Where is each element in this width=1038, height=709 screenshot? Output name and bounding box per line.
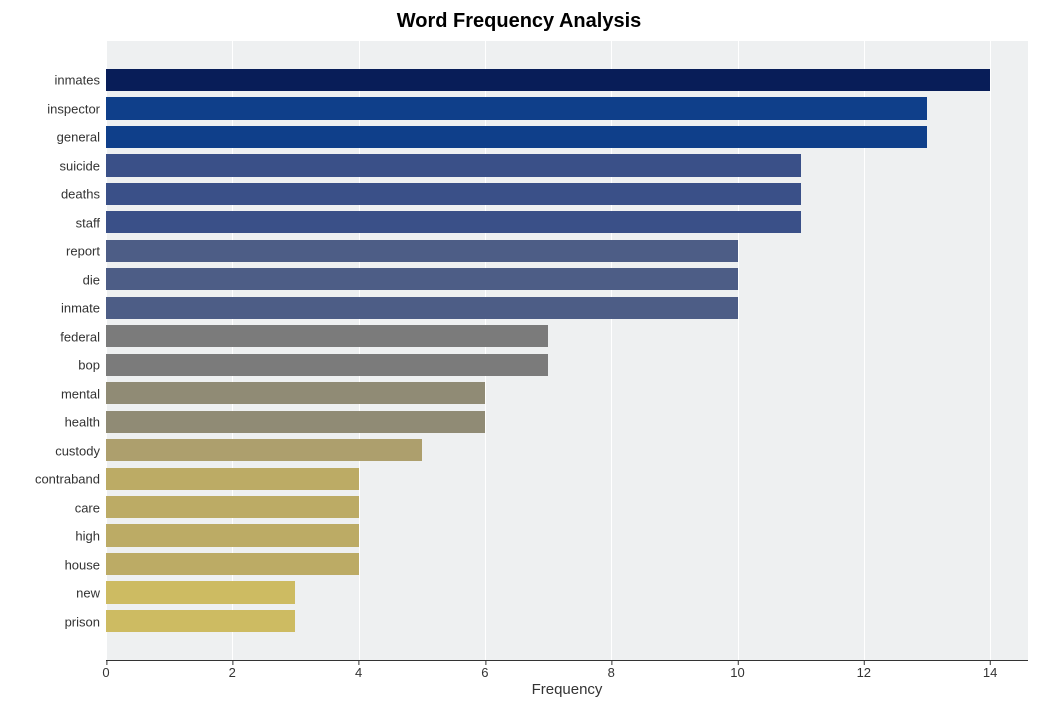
y-tick: contraband <box>10 472 106 487</box>
y-tick: high <box>10 529 106 544</box>
y-tick: house <box>10 557 106 572</box>
bar-row <box>106 524 1028 546</box>
x-tick: 6 <box>481 665 488 680</box>
x-tick: 8 <box>608 665 615 680</box>
bar <box>106 496 359 518</box>
bar <box>106 325 548 347</box>
x-ticks: 02468101214 <box>106 661 1028 681</box>
y-tick: inmates <box>10 73 106 88</box>
bar <box>106 524 359 546</box>
y-tick: prison <box>10 614 106 629</box>
y-tick: die <box>10 272 106 287</box>
bar-row <box>106 411 1028 433</box>
bar <box>106 553 359 575</box>
bar-row <box>106 240 1028 262</box>
y-tick: general <box>10 130 106 145</box>
bars-layer <box>106 41 1028 660</box>
bar-row <box>106 382 1028 404</box>
bar <box>106 154 801 176</box>
bar-row <box>106 553 1028 575</box>
x-axis: 02468101214 Frequency <box>106 661 1028 699</box>
y-tick: suicide <box>10 158 106 173</box>
bar-row <box>106 69 1028 91</box>
bar-row <box>106 354 1028 376</box>
x-tick: 14 <box>983 665 997 680</box>
chart-body: inmates inspector general suicide deaths staf… <box>10 41 1028 699</box>
bar-row <box>106 297 1028 319</box>
y-tick: bop <box>10 358 106 373</box>
x-tick: 10 <box>730 665 744 680</box>
bar-row <box>106 183 1028 205</box>
bar-row <box>106 154 1028 176</box>
y-tick: mental <box>10 386 106 401</box>
bar-row <box>106 268 1028 290</box>
bar-row <box>106 126 1028 148</box>
bar <box>106 610 295 632</box>
bar-row <box>106 325 1028 347</box>
chart-title: Word Frequency Analysis <box>10 10 1028 33</box>
bar <box>106 240 738 262</box>
bar <box>106 439 422 461</box>
bar <box>106 354 548 376</box>
bar <box>106 126 927 148</box>
y-tick: health <box>10 415 106 430</box>
bar-row <box>106 211 1028 233</box>
x-tick: 0 <box>102 665 109 680</box>
bar-row <box>106 496 1028 518</box>
bar <box>106 468 359 490</box>
bar <box>106 97 927 119</box>
bar <box>106 69 990 91</box>
plot-area <box>106 41 1028 661</box>
y-tick: inspector <box>10 101 106 116</box>
bar-row <box>106 581 1028 603</box>
bar <box>106 211 801 233</box>
bar <box>106 297 738 319</box>
y-axis: inmates inspector general suicide deaths staf… <box>10 41 106 661</box>
y-tick: custody <box>10 443 106 458</box>
x-tick: 4 <box>355 665 362 680</box>
x-axis-label: Frequency <box>106 681 1028 698</box>
y-tick: federal <box>10 329 106 344</box>
bar <box>106 183 801 205</box>
y-tick: care <box>10 500 106 515</box>
bar <box>106 268 738 290</box>
bar-row <box>106 439 1028 461</box>
y-tick: staff <box>10 215 106 230</box>
bar <box>106 581 295 603</box>
bar-row <box>106 610 1028 632</box>
x-tick: 12 <box>857 665 871 680</box>
y-tick: deaths <box>10 187 106 202</box>
y-tick: new <box>10 586 106 601</box>
bar-row <box>106 468 1028 490</box>
y-tick: inmate <box>10 301 106 316</box>
x-tick: 2 <box>229 665 236 680</box>
bar <box>106 382 485 404</box>
y-tick: report <box>10 244 106 259</box>
bar <box>106 411 485 433</box>
bar-row <box>106 97 1028 119</box>
word-frequency-chart: Word Frequency Analysis inmates inspector… <box>10 10 1028 699</box>
